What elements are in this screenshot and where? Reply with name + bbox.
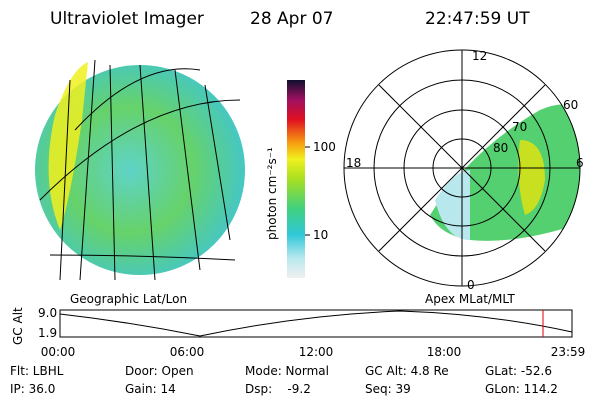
panel-label: Apex MLat/MLT (425, 292, 515, 306)
altitude-curve (59, 310, 573, 337)
status-field: Flt: LBHL (10, 364, 64, 378)
x-tick-label: 18:00 (427, 345, 462, 359)
status-field: Gain: 14 (125, 382, 176, 396)
altitude-frame (59, 309, 573, 338)
colorbar-tick-label: 10 (313, 228, 328, 242)
date: 28 Apr 07 (250, 9, 333, 29)
hour-label: 18 (346, 156, 361, 170)
lat-label: 80 (493, 141, 508, 155)
x-tick-label: 00:00 (41, 345, 76, 359)
lat-label: 60 (563, 98, 578, 112)
status-field: Mode: Normal (245, 364, 329, 378)
hour-label: 6 (576, 156, 584, 170)
status-field: Dsp: -9.2 (245, 382, 311, 396)
panel-label: Geographic Lat/Lon (70, 292, 187, 306)
y-axis-label: GC Alt (11, 307, 25, 345)
colorbar-tick-label: 100 (313, 140, 336, 154)
status-field: IP: 36.0 (10, 382, 55, 396)
lat-label: 70 (512, 120, 527, 134)
hour-label: 12 (472, 49, 487, 63)
status-field: GLon: 114.2 (485, 382, 558, 396)
footer: Flt: LBHL Door: Open Mode: Normal GC Alt: 4… (10, 364, 558, 396)
status-field: Door: Open (125, 364, 194, 378)
colorbar-label: photon cm⁻²s⁻¹ (265, 147, 279, 240)
hour-label: 0 (467, 278, 475, 292)
x-tick-label: 23:59 (551, 345, 586, 359)
title: Ultraviolet Imager (50, 9, 204, 29)
y-tick-label: 9.0 (38, 306, 57, 320)
polar-image (343, 49, 581, 287)
y-tick-label: 1.9 (38, 326, 57, 340)
x-tick-label: 12:00 (299, 345, 334, 359)
status-field: Seq: 39 (365, 382, 411, 396)
x-tick-label: 06:00 (170, 345, 205, 359)
status-field: GLat: -52.6 (485, 364, 552, 378)
colorbar (287, 80, 305, 278)
geographic-image (35, 59, 245, 281)
time: 22:47:59 UT (425, 9, 530, 29)
status-field: GC Alt: 4.8 Re (365, 364, 449, 378)
